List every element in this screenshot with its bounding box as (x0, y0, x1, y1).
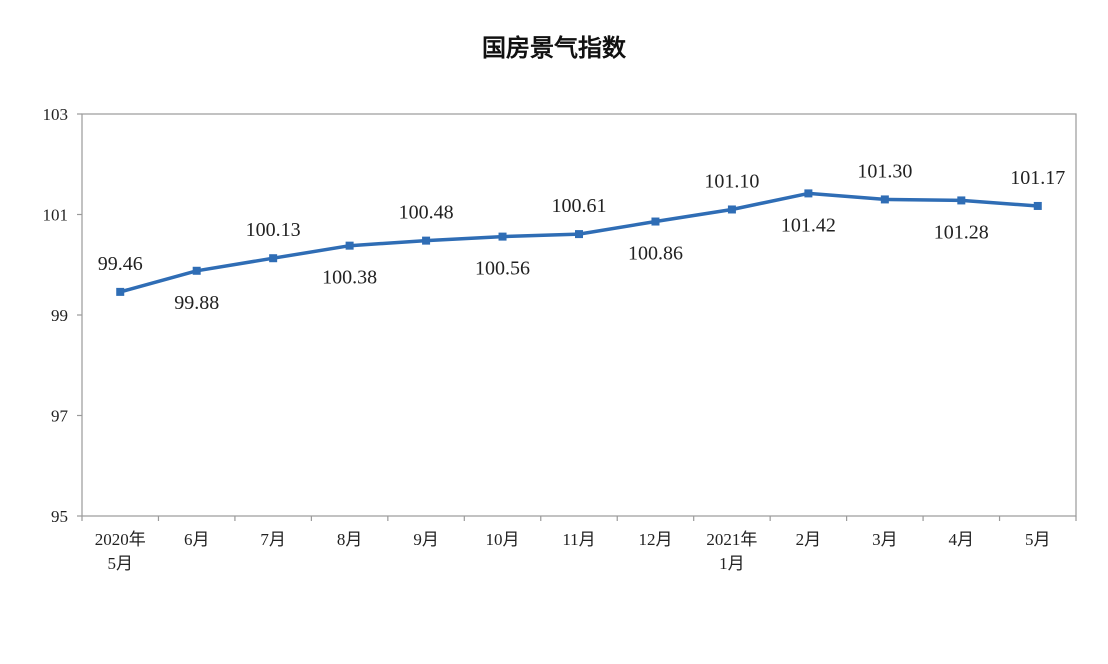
x-tick-label: 12月 (638, 530, 672, 549)
x-tick-label: 2021年 (706, 530, 757, 549)
data-labels: 99.46 99.88 100.13 100.38 100.48 100.56 100.61… (98, 160, 1066, 313)
data-point (1033, 201, 1042, 210)
data-label: 100.86 (628, 243, 683, 265)
x-tick-label: 9月 (413, 530, 439, 549)
data-point (498, 232, 507, 241)
chart-title: 国房景气指数 (482, 34, 626, 62)
x-axis: 2020年 5月 6月 7月 8月 9月 10月 11月 12月 2021年 1月 2月 3月 4月 5月 (81, 516, 1077, 573)
data-point (957, 196, 966, 205)
x-tick-label: 2020年 (95, 530, 146, 549)
data-label: 101.28 (934, 221, 989, 243)
x-tick-label: 3月 (872, 530, 898, 549)
x-tick-label: 1月 (719, 554, 745, 573)
series-line (116, 189, 1042, 296)
data-point (880, 195, 889, 204)
x-tick-label: 10月 (486, 530, 520, 549)
data-point (192, 266, 201, 275)
data-label: 99.88 (174, 292, 219, 314)
data-point (345, 241, 354, 250)
x-tick-label: 6月 (184, 530, 210, 549)
data-point (727, 205, 736, 214)
data-label: 100.13 (246, 219, 301, 241)
x-tick-label: 8月 (337, 530, 363, 549)
data-label: 101.42 (781, 214, 836, 236)
x-tick-label: 5月 (1025, 530, 1051, 549)
y-tick-label: 103 (43, 105, 69, 124)
x-tick-label: 4月 (949, 530, 975, 549)
data-point (269, 254, 278, 263)
data-label: 101.17 (1010, 167, 1065, 189)
data-label: 100.48 (399, 202, 454, 224)
y-axis: 95 97 99 101 103 (43, 105, 82, 526)
data-label: 101.30 (857, 160, 912, 182)
data-label: 100.56 (475, 258, 530, 280)
x-tick-label: 5月 (107, 554, 133, 573)
data-point (575, 230, 583, 239)
x-tick-label: 11月 (562, 530, 595, 549)
y-tick-label: 97 (51, 407, 69, 426)
data-point (422, 236, 431, 245)
data-label: 100.61 (552, 195, 607, 217)
plot-frame (81, 113, 1077, 517)
y-tick-label: 99 (51, 306, 68, 325)
y-tick-label: 95 (51, 507, 68, 526)
x-tick-label: 7月 (260, 530, 286, 549)
data-point (804, 189, 813, 198)
data-label: 99.46 (98, 253, 143, 275)
y-tick-label: 101 (43, 206, 69, 225)
data-point (651, 217, 660, 226)
data-label: 100.38 (322, 267, 377, 289)
x-tick-label: 2月 (796, 530, 822, 549)
data-label: 101.10 (704, 170, 759, 192)
data-point (116, 287, 125, 296)
